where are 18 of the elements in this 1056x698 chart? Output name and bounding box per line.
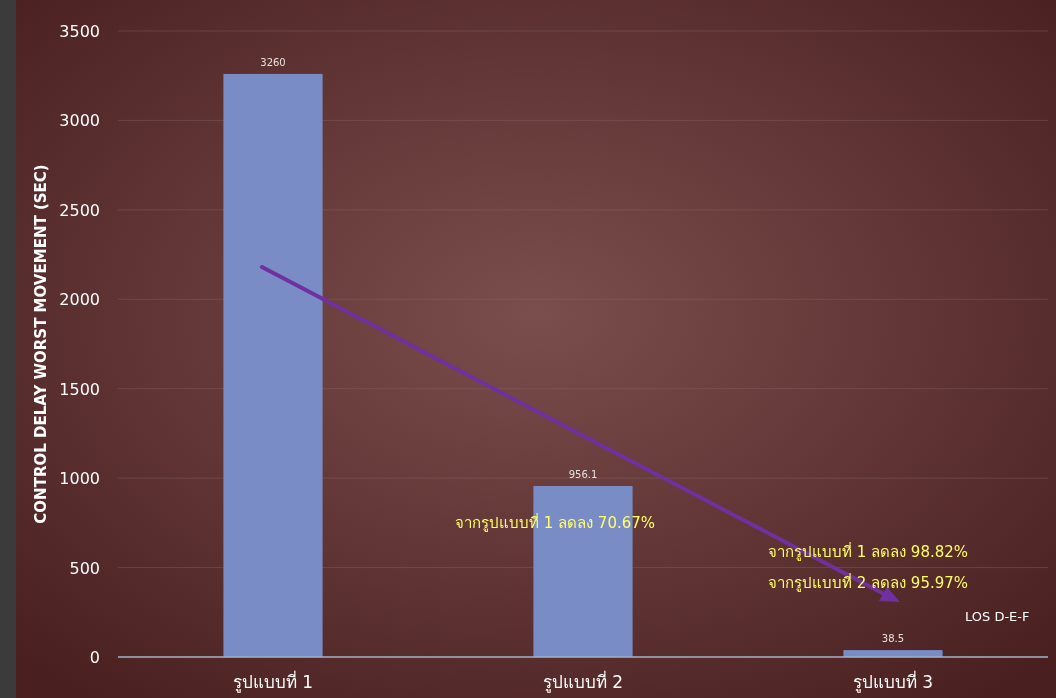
y-axis-title: CONTROL DELAY WORST MOVEMENT (SEC) [32, 164, 50, 524]
y-tick-label: 1500 [59, 379, 100, 399]
data-label: 38.5 [881, 633, 905, 645]
x-tick-label: รูปแบบที่ 3 [852, 670, 934, 693]
y-tick-label: 3500 [59, 22, 100, 41]
y-tick-label: 2000 [59, 290, 100, 310]
data-label: 3260 [260, 56, 286, 68]
data-label: 956.1 [568, 468, 598, 480]
y-tick-label: 2500 [59, 200, 100, 220]
x-tick-label: รูปแบบที่ 2 [542, 670, 624, 693]
annotation: จากรูปแบบที่ 2 ลดลง 95.97% [768, 572, 969, 592]
y-tick-label: 0 [89, 648, 100, 667]
y-tick-label: 3000 [59, 111, 100, 131]
y-tick-label: 500 [69, 558, 100, 578]
y-tick-label: 1000 [59, 469, 100, 489]
annotation: จากรูปแบบที่ 1 ลดลง 98.82% [768, 541, 969, 561]
x-tick-label: รูปแบบที่ 1 [232, 670, 314, 693]
annotation: LOS D-E-F [965, 609, 1030, 624]
